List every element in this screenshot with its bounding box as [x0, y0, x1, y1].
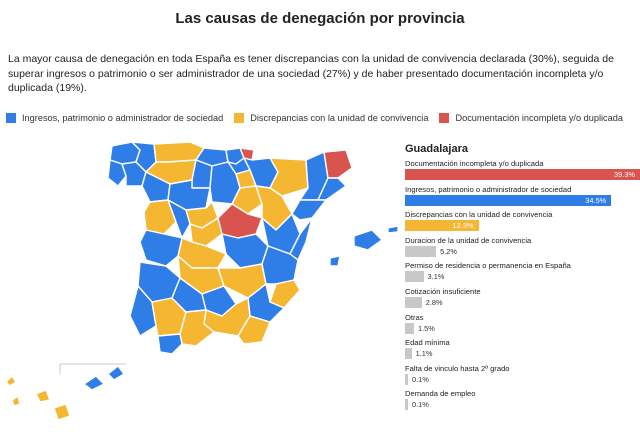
- province-baleares-menorca[interactable]: [387, 225, 399, 234]
- province-cuenca[interactable]: [221, 233, 269, 269]
- panel-bar-chart: Documentación incompleta y/o duplicada 39…: [405, 159, 640, 439]
- province-avila[interactable]: [167, 199, 191, 239]
- province-caceres[interactable]: [139, 229, 183, 267]
- province-malaga[interactable]: [179, 309, 215, 347]
- bar-value-label: 0.1%: [412, 374, 429, 384]
- legend-label: Ingresos, patrimonio o administrador de …: [22, 113, 224, 123]
- province-canarias-4[interactable]: [53, 403, 71, 421]
- legend-label: Discrepancias con la unidad de convivenc…: [250, 113, 429, 123]
- bar-label: Otras: [405, 312, 424, 322]
- map-svg[interactable]: [0, 138, 400, 440]
- bar-label: Ingresos, patrimonio o administrador de …: [405, 184, 572, 194]
- legend: Ingresos, patrimonio o administrador de …: [6, 111, 640, 125]
- canarias-inset-frame: [59, 363, 126, 374]
- province-canarias-2[interactable]: [11, 395, 21, 407]
- legend-item-documentacion: Documentación incompleta y/o duplicada: [439, 113, 623, 123]
- province-girona[interactable]: [323, 149, 353, 179]
- province-valencia[interactable]: [261, 245, 299, 285]
- province-baleares-ibiza[interactable]: [329, 255, 341, 267]
- province-palencia[interactable]: [191, 159, 213, 189]
- bar[interactable]: [405, 399, 408, 411]
- province-almeria[interactable]: [237, 315, 271, 345]
- legend-swatch-red-icon: [439, 113, 450, 123]
- province-canarias-6[interactable]: [107, 365, 125, 381]
- spain-province-map[interactable]: [0, 138, 400, 440]
- bar-label: Cotización insuficiente: [405, 287, 481, 296]
- chart-subtitle: La mayor causa de denegación en toda Esp…: [8, 53, 614, 94]
- bar-value-label: 3.1%: [427, 272, 445, 282]
- bar-value-label: 39.3%: [614, 170, 635, 179]
- bar-value-label: 0.1%: [412, 400, 429, 410]
- bar[interactable]: [405, 220, 479, 232]
- bar[interactable]: [405, 271, 424, 283]
- bar[interactable]: [405, 297, 422, 308]
- bar-label: Demanda de empleo: [405, 389, 476, 399]
- legend-swatch-yellow-icon: [234, 113, 245, 123]
- bar-value-label: 1.5%: [417, 323, 435, 333]
- bar-label: Discrepancias con la unidad de convivenc…: [405, 210, 553, 220]
- bar-label: Falta de vinculo hasta 2º grado: [405, 363, 510, 373]
- panel-province-title: Guadalajara: [405, 143, 468, 155]
- bar-label: Edad mínima: [405, 338, 450, 348]
- bar[interactable]: [405, 348, 412, 360]
- legend-swatch-blue-icon: [6, 113, 16, 123]
- province-canarias-1[interactable]: [5, 375, 17, 387]
- bar-label: Permiso de residencia o permanencia en E…: [405, 261, 571, 271]
- legend-label: Documentación incompleta y/o duplicada: [455, 113, 623, 123]
- bar[interactable]: [405, 322, 414, 334]
- province-cadiz[interactable]: [157, 333, 183, 355]
- province-pontevedra[interactable]: [107, 159, 127, 187]
- legend-item-discrepancias: Discrepancias con la unidad de convivenc…: [234, 113, 428, 123]
- province-detail-panel: Guadalajara Documentación incompleta y/o…: [405, 143, 640, 440]
- province-barcelona[interactable]: [317, 177, 347, 201]
- bar[interactable]: [405, 194, 612, 206]
- bar-value-label: 2.8%: [425, 298, 443, 307]
- bar-value-label: 1.1%: [415, 349, 433, 359]
- chart-title: Las causas de denegación por provincia: [175, 10, 465, 27]
- province-huelva[interactable]: [129, 285, 157, 337]
- province-baleares-mallorca[interactable]: [353, 229, 383, 251]
- province-canarias-5[interactable]: [83, 375, 105, 391]
- province-tarragona[interactable]: [291, 199, 327, 221]
- province-huesca[interactable]: [269, 157, 309, 197]
- bar-value-label: 5.2%: [440, 246, 457, 256]
- province-canarias-3[interactable]: [35, 389, 51, 403]
- bar[interactable]: [405, 169, 640, 180]
- bar[interactable]: [405, 245, 437, 257]
- province-soria[interactable]: [231, 185, 263, 215]
- bar-label: Documentación incompleta y/o duplicada: [405, 159, 544, 168]
- bar-value-label: 34.5%: [585, 195, 607, 205]
- legend-item-ingresos: Ingresos, patrimonio o administrador de …: [6, 113, 223, 123]
- bar[interactable]: [405, 373, 408, 385]
- province-alicante[interactable]: [269, 279, 301, 309]
- bar-label: Duracion de la unidad de convivencia: [405, 235, 532, 245]
- bar-value-label: 12.3%: [452, 221, 474, 231]
